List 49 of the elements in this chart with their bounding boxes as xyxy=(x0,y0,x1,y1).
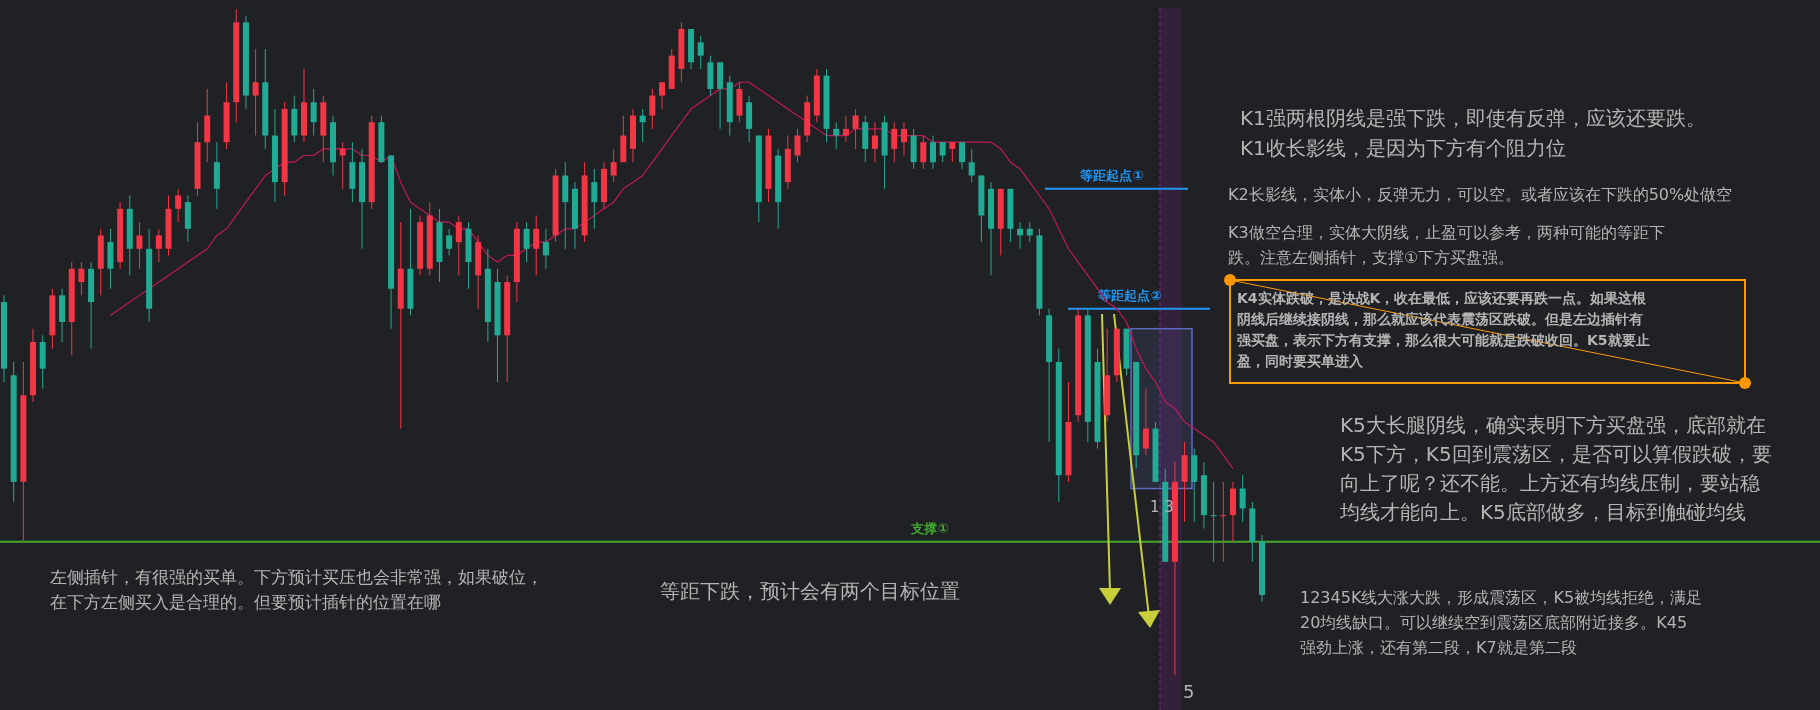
candlestick xyxy=(1210,481,1217,563)
candlestick xyxy=(610,148,617,183)
candlestick xyxy=(455,214,462,276)
candlestick xyxy=(833,121,840,150)
candlestick xyxy=(175,188,182,223)
text: 12345K线大涨大跌，形成震荡区，K5被均线拒绝，满足20均线缺口。可以继续空到震荡区底部附近接多。K45强劲上涨，还有第二段，K7就是第二段 xyxy=(1300,588,1703,657)
candlestick xyxy=(697,35,704,70)
candlestick xyxy=(959,141,966,170)
annotation: K2长影线，实体小，反弹无力，可以空。或者应该在下跌的50%处做空 xyxy=(1228,185,1733,204)
candlestick xyxy=(968,148,975,183)
candlestick xyxy=(542,228,549,270)
candlestick xyxy=(659,81,666,110)
candlestick xyxy=(533,214,540,276)
candlestick xyxy=(252,48,259,137)
annotation: 等距下跌，预计会有两个目标位置 xyxy=(660,579,960,603)
candlestick xyxy=(871,121,878,163)
candlestick xyxy=(852,108,859,150)
candlestick xyxy=(591,168,598,230)
annotation: K1强两根阴线是强下跌，即使有反弹，应该还要跌。 xyxy=(1240,106,1706,130)
candlestick xyxy=(1142,388,1149,456)
text: K5大长腿阴线，确实表明下方买盘强，底部就在K5下方，K5回到震荡区，是否可以算假跌破，要向上了呢？还不能。上方还有均线压制，要站稳均线才能向上。K5底部做多，目标到触碰均线 xyxy=(1339,413,1772,524)
ref-line-label: 等距起点① xyxy=(1079,167,1144,183)
candlestick xyxy=(310,88,317,137)
candlestick xyxy=(649,88,656,130)
annotation: K3做空合理，实体大阴线，止盈可以参考，两种可能的等距下跌。注意左侧插针，支撑①下方买盘强。 xyxy=(1228,223,1665,267)
candlestick xyxy=(891,121,898,163)
annotation: 左侧插针，有很强的买单。下方预计买压也会非常强，如果破位，在下方左侧买入是合理的。但要预计插针的位置在哪 xyxy=(50,567,543,612)
candlestick xyxy=(949,141,956,163)
candlestick xyxy=(920,135,927,170)
candlestick xyxy=(155,228,162,263)
candlestick xyxy=(929,135,936,170)
ref-line-label: 支撑① xyxy=(910,520,949,536)
candlestick xyxy=(1026,221,1033,243)
text: 5 xyxy=(1183,681,1195,702)
annotation: 1 3 xyxy=(1150,498,1174,516)
candlestick xyxy=(78,261,85,296)
candlestick xyxy=(794,128,801,163)
candlestick xyxy=(1239,474,1246,523)
candlestick xyxy=(523,221,530,263)
candlestick xyxy=(1017,221,1024,250)
candlestick xyxy=(842,115,849,143)
candlestick xyxy=(639,108,646,143)
candlestick xyxy=(939,141,946,163)
candlestick xyxy=(136,221,143,270)
candlestick xyxy=(339,141,346,190)
candlestick xyxy=(446,228,453,256)
candlestick xyxy=(1220,481,1227,563)
candlestick xyxy=(900,121,907,157)
annotation: K1收长影线，是因为下方有个阻力位 xyxy=(1240,136,1566,160)
